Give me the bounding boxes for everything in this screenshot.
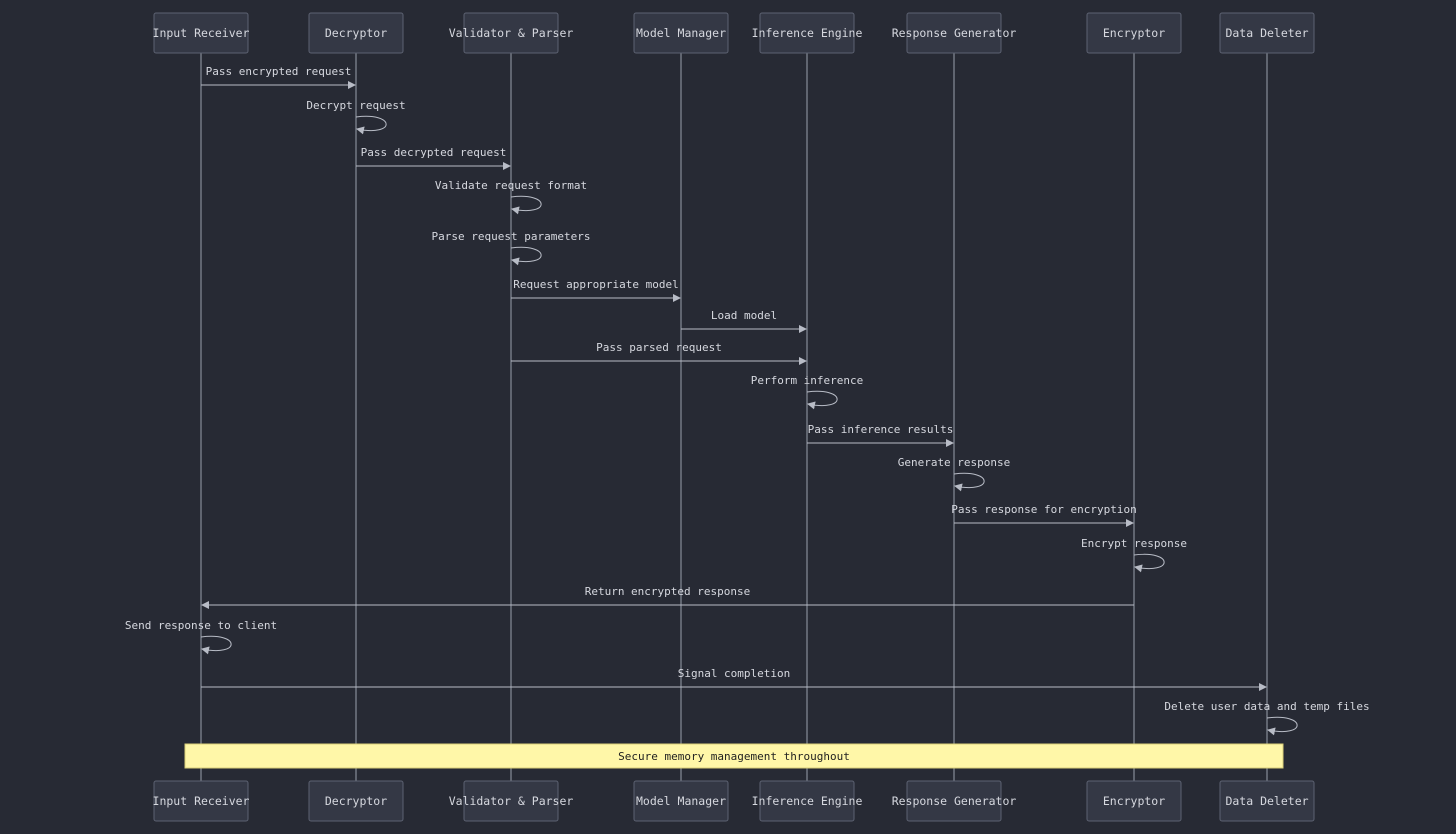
message-label: Return encrypted response xyxy=(585,585,751,598)
actor-model-manager-top: Model Manager xyxy=(633,12,729,54)
message-label: Decrypt request xyxy=(306,99,405,112)
message-10: Pass inference results xyxy=(807,423,954,447)
message-2: Decrypt request xyxy=(306,99,406,135)
actor-inference-engine-bottom: Inference Engine xyxy=(752,780,863,822)
actor-box xyxy=(308,12,404,54)
message-label: Send response to client xyxy=(125,619,277,632)
actor-response-generator-bottom: Response Generator xyxy=(892,780,1017,822)
note: Secure memory management throughout xyxy=(184,743,1284,769)
actor-label: Decryptor xyxy=(325,26,387,40)
actor-box xyxy=(1086,780,1182,822)
actor-box xyxy=(633,780,729,822)
self-message-arrow xyxy=(510,195,542,215)
actor-label: Model Manager xyxy=(636,26,726,40)
actor-box xyxy=(153,12,249,54)
message-label: Pass parsed request xyxy=(596,341,722,354)
message-1: Pass encrypted request xyxy=(201,65,356,89)
message-label: Validate request format xyxy=(435,179,587,192)
actor-box xyxy=(308,780,404,822)
actor-box xyxy=(1219,12,1315,54)
actor-box xyxy=(463,12,559,54)
actor-label: Input Receiver xyxy=(153,26,250,40)
actor-box xyxy=(906,780,1002,822)
message-label: Pass decrypted request xyxy=(361,146,507,159)
message-label: Request appropriate model xyxy=(513,278,679,291)
message-16: Signal completion xyxy=(201,667,1267,691)
actor-box xyxy=(633,12,729,54)
message-9: Perform inference xyxy=(751,374,864,410)
self-message-arrow xyxy=(200,635,232,655)
message-4: Validate request format xyxy=(435,179,587,215)
actor-response-generator-top: Response Generator xyxy=(892,12,1017,54)
actor-inference-engine-top: Inference Engine xyxy=(752,12,863,54)
message-label: Perform inference xyxy=(751,374,864,387)
actor-box xyxy=(906,12,1002,54)
message-5: Parse request parameters xyxy=(432,230,591,266)
message-label: Load model xyxy=(711,309,777,322)
actor-box xyxy=(463,780,559,822)
self-message-arrow xyxy=(1133,553,1165,573)
self-message-arrow xyxy=(1266,716,1298,736)
message-14: Return encrypted response xyxy=(201,585,1134,609)
actor-label: Inference Engine xyxy=(752,26,863,40)
actor-label: Encryptor xyxy=(1103,794,1165,808)
actor-input-receiver-top: Input Receiver xyxy=(153,12,250,54)
message-6: Request appropriate model xyxy=(511,278,681,302)
actor-label: Data Deleter xyxy=(1225,26,1308,40)
message-label: Pass response for encryption xyxy=(951,503,1136,516)
actor-label: Encryptor xyxy=(1103,26,1165,40)
self-message-arrow xyxy=(510,246,542,266)
actor-decryptor-bottom: Decryptor xyxy=(308,780,404,822)
actor-box xyxy=(1086,12,1182,54)
message-label: Parse request parameters xyxy=(432,230,591,243)
message-label: Encrypt response xyxy=(1081,537,1187,550)
actor-label: Data Deleter xyxy=(1225,794,1308,808)
actor-label: Validator & Parser xyxy=(449,794,574,808)
message-7: Load model xyxy=(681,309,807,333)
actor-label: Validator & Parser xyxy=(449,26,574,40)
actor-encryptor-bottom: Encryptor xyxy=(1086,780,1182,822)
message-label: Delete user data and temp files xyxy=(1164,700,1369,713)
actor-validator-parser-bottom: Validator & Parser xyxy=(449,780,574,822)
message-3: Pass decrypted request xyxy=(356,146,511,170)
actor-data-deleter-top: Data Deleter xyxy=(1219,12,1315,54)
actor-box xyxy=(759,780,855,822)
actor-label: Decryptor xyxy=(325,794,387,808)
actor-box xyxy=(759,12,855,54)
message-13: Encrypt response xyxy=(1081,537,1187,573)
message-8: Pass parsed request xyxy=(511,341,807,365)
message-15: Send response to client xyxy=(125,619,277,655)
message-11: Generate response xyxy=(898,456,1011,492)
actor-label: Model Manager xyxy=(636,794,726,808)
actor-decryptor-top: Decryptor xyxy=(308,12,404,54)
actor-data-deleter-bottom: Data Deleter xyxy=(1219,780,1315,822)
message-label: Signal completion xyxy=(678,667,791,680)
self-message-arrow xyxy=(355,115,387,135)
message-label: Generate response xyxy=(898,456,1011,469)
message-label: Pass encrypted request xyxy=(206,65,352,78)
message-17: Delete user data and temp files xyxy=(1164,700,1370,736)
message-label: Pass inference results xyxy=(808,423,954,436)
actor-box xyxy=(153,780,249,822)
actor-label: Input Receiver xyxy=(153,794,250,808)
note-label: Secure memory management throughout xyxy=(618,750,850,763)
actor-encryptor-top: Encryptor xyxy=(1086,12,1182,54)
note-box xyxy=(184,743,1284,769)
self-message-arrow xyxy=(953,472,985,492)
actor-label: Response Generator xyxy=(892,794,1017,808)
actor-box xyxy=(1219,780,1315,822)
actor-model-manager-bottom: Model Manager xyxy=(633,780,729,822)
actor-label: Inference Engine xyxy=(752,794,863,808)
self-message-arrow xyxy=(806,390,838,410)
message-12: Pass response for encryption xyxy=(951,503,1137,527)
actor-input-receiver-bottom: Input Receiver xyxy=(153,780,250,822)
actor-validator-parser-top: Validator & Parser xyxy=(449,12,574,54)
actor-label: Response Generator xyxy=(892,26,1017,40)
